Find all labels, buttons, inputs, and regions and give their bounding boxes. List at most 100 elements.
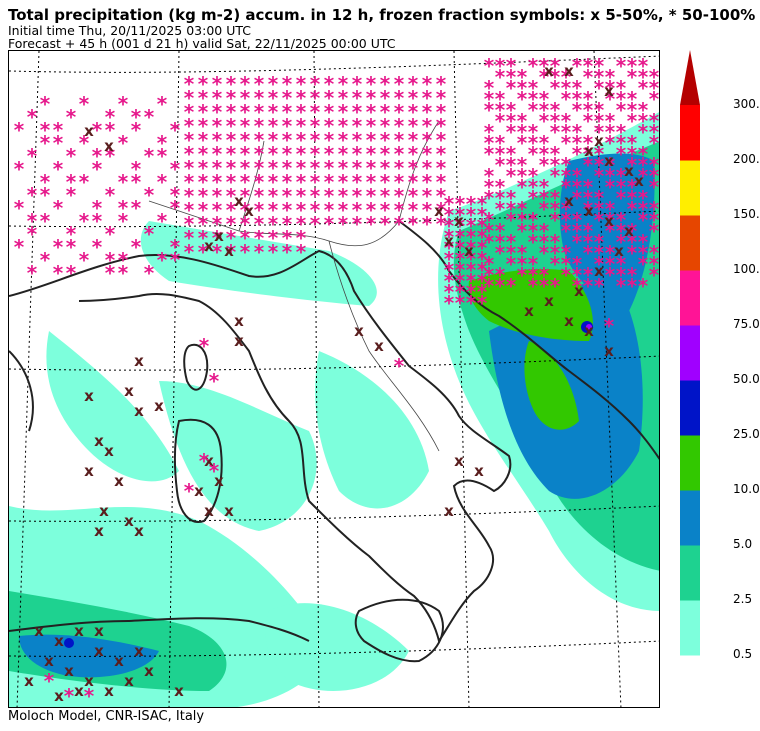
snow-symbol: * — [66, 222, 77, 246]
snow-symbol: * — [539, 87, 550, 111]
snow-symbol: * — [40, 92, 51, 116]
snow-symbol: * — [436, 114, 447, 138]
snow-symbol: * — [466, 192, 477, 216]
snow-symbol: * — [444, 236, 455, 260]
snow-symbol: * — [616, 186, 627, 210]
snow-symbol: * — [324, 212, 335, 236]
snow-symbol: * — [408, 170, 419, 194]
snow-symbol: * — [184, 142, 195, 166]
snow-symbol: * — [352, 72, 363, 96]
mixed-symbol: x — [194, 482, 204, 500]
legend-label: 50.0 — [733, 372, 760, 386]
snow-symbol: * — [226, 156, 237, 180]
snow-symbol: * — [649, 131, 660, 155]
snow-symbol: * — [14, 196, 25, 220]
mixed-symbol: x — [604, 212, 614, 230]
snow-symbol: * — [240, 142, 251, 166]
snow-symbol: * — [118, 196, 129, 220]
snow-symbol: * — [436, 86, 447, 110]
snow-symbol: * — [539, 98, 550, 122]
mixed-symbol: x — [244, 202, 254, 220]
snow-symbol: * — [366, 86, 377, 110]
snow-symbol: * — [466, 203, 477, 227]
mixed-symbol: x — [564, 62, 574, 80]
legend-label: 200.0 — [733, 152, 760, 166]
snow-symbol: * — [380, 114, 391, 138]
mixed-symbol: x — [454, 212, 464, 230]
snow-symbol: * — [380, 72, 391, 96]
snow-symbol: * — [226, 184, 237, 208]
snow-symbol: * — [477, 225, 488, 249]
snow-symbol: * — [212, 198, 223, 222]
snow-symbol: * — [79, 248, 90, 272]
mixed-symbol: x — [584, 322, 594, 340]
snow-symbol: * — [550, 186, 561, 210]
snow-symbol: * — [408, 72, 419, 96]
snow-symbol: * — [27, 261, 38, 285]
snow-symbol: * — [495, 197, 506, 221]
snow-symbol: * — [550, 120, 561, 144]
snow-symbol: * — [366, 100, 377, 124]
snow-symbol: * — [477, 192, 488, 216]
snow-symbol: * — [105, 105, 116, 129]
snow-symbol: * — [605, 164, 616, 188]
snow-symbol: * — [254, 184, 265, 208]
snow-symbol: * — [638, 98, 649, 122]
snow-symbol: * — [550, 76, 561, 100]
snow-symbol: * — [506, 252, 517, 276]
snow-symbol: * — [506, 98, 517, 122]
snow-symbol: * — [444, 247, 455, 271]
snow-symbol: * — [422, 128, 433, 152]
snow-symbol: * — [366, 184, 377, 208]
snow-symbol: * — [506, 153, 517, 177]
snow-symbol: * — [157, 144, 168, 168]
precip-area-balkans-blue — [559, 153, 655, 311]
snow-symbol: * — [583, 142, 594, 166]
snow-symbol: * — [436, 198, 447, 222]
mixed-symbol: x — [574, 282, 584, 300]
snow-symbol: * — [66, 235, 77, 259]
borders — [148, 120, 440, 452]
snow-symbol: * — [627, 87, 638, 111]
snow-symbol: * — [268, 170, 279, 194]
snow-symbol: * — [184, 479, 195, 503]
snow-symbol: * — [198, 226, 209, 250]
snow-symbol: * — [455, 247, 466, 271]
snow-symbol: * — [105, 144, 116, 168]
mixed-symbol: x — [154, 397, 164, 415]
mixed-symbol: x — [584, 142, 594, 160]
snow-symbol: * — [226, 240, 237, 264]
snow-symbol: * — [296, 142, 307, 166]
snow-symbol: * — [184, 198, 195, 222]
snow-symbol: * — [324, 198, 335, 222]
snow-symbol: * — [550, 164, 561, 188]
snow-symbol: * — [506, 208, 517, 232]
snow-symbol: * — [649, 164, 660, 188]
snow-symbol: * — [422, 156, 433, 180]
snow-symbol: * — [268, 142, 279, 166]
snow-symbol: * — [144, 183, 155, 207]
snow-symbol: * — [583, 186, 594, 210]
snow-symbol: * — [212, 156, 223, 180]
snow-symbol: * — [495, 131, 506, 155]
mixed-symbol: x — [94, 432, 104, 450]
snow-symbol: * — [170, 157, 181, 181]
mixed-symbol: x — [24, 672, 34, 690]
precip-area-croatia-green — [468, 269, 593, 341]
snow-symbol: * — [528, 76, 539, 100]
snow-symbol: * — [517, 109, 528, 133]
mixed-symbol: x — [64, 662, 74, 680]
snow-symbol: * — [528, 252, 539, 276]
snow-symbol: * — [517, 263, 528, 287]
snow-symbol: * — [268, 240, 279, 264]
snow-symbol: * — [605, 175, 616, 199]
snow-symbol: * — [506, 120, 517, 144]
snow-symbol: * — [638, 252, 649, 276]
snow-symbol: * — [79, 131, 90, 155]
snow-symbol: * — [240, 72, 251, 96]
snow-symbol: * — [616, 230, 627, 254]
snow-symbol: * — [572, 186, 583, 210]
snow-symbol: * — [380, 170, 391, 194]
snow-symbol: * — [572, 230, 583, 254]
snow-symbol: * — [455, 236, 466, 260]
